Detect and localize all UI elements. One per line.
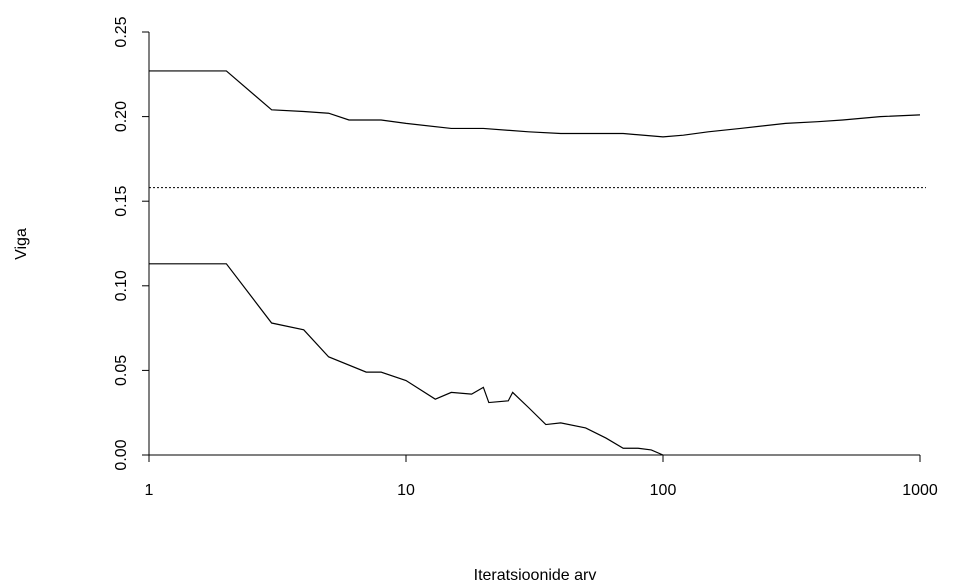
y-tick-label: 0.25 — [113, 16, 130, 47]
y-axis-title: Viga — [13, 228, 30, 260]
x-axis-title: Iteratsioonide arv — [474, 567, 597, 584]
y-tick-label: 0.00 — [113, 439, 130, 470]
x-tick-label: 10 — [397, 482, 415, 499]
series-line — [149, 70, 921, 138]
y-tick-label: 0.20 — [113, 101, 130, 132]
y-tick-label: 0.15 — [113, 186, 130, 217]
y-tick-label: 0.10 — [113, 270, 130, 301]
series-line — [149, 263, 664, 456]
x-tick-label: 100 — [650, 482, 677, 499]
y-tick-label: 0.05 — [113, 355, 130, 386]
x-tick-label: 1000 — [902, 482, 938, 499]
x-tick-label: 1 — [145, 482, 154, 499]
